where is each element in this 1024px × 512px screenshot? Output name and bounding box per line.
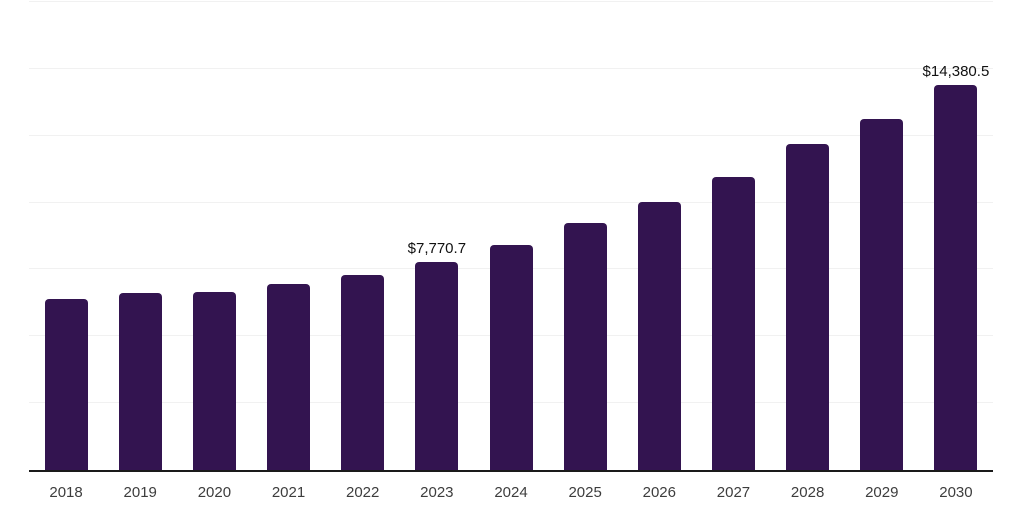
- bar-2030: [934, 85, 978, 470]
- x-tick-2022: 2022: [346, 484, 380, 501]
- bar-2024: [489, 244, 533, 470]
- x-tick-2021: 2021: [271, 484, 306, 501]
- x-tick-2028: 2028: [790, 484, 825, 501]
- value-label-2030: $14,380.5: [922, 63, 990, 81]
- bar-2026: [637, 202, 681, 470]
- bar-2023: [415, 262, 459, 470]
- bar-2020: [192, 291, 236, 470]
- x-tick-2023: 2023: [420, 484, 454, 501]
- bar-2029: [860, 119, 904, 470]
- x-axis-line: [29, 470, 993, 472]
- x-tick-2030: 2030: [939, 484, 973, 501]
- x-tick-2024: 2024: [494, 484, 528, 501]
- bar-2022: [341, 275, 385, 470]
- bar-2025: [563, 223, 607, 470]
- x-tick-2027: 2027: [716, 484, 751, 501]
- bar-2021: [267, 284, 311, 470]
- x-tick-2029: 2029: [865, 484, 899, 501]
- x-tick-2026: 2026: [642, 484, 676, 501]
- gridline-17500: [29, 1, 993, 2]
- gridline-12500: [29, 134, 993, 136]
- x-tick-2020: 2020: [197, 484, 232, 501]
- x-tick-2019: 2019: [123, 484, 157, 501]
- bar-2028: [786, 144, 830, 470]
- bar-2027: [711, 176, 755, 470]
- x-tick-2018: 2018: [49, 484, 83, 501]
- gridline-15000: [29, 67, 993, 69]
- bar-2019: [118, 293, 162, 470]
- plot-area: $7,770.7 $14,380.5: [29, 1, 993, 470]
- value-label-2023: $7,770.7: [407, 240, 467, 258]
- x-tick-2025: 2025: [568, 484, 602, 501]
- bar-2018: [44, 299, 88, 470]
- gridline-10000: [29, 201, 993, 203]
